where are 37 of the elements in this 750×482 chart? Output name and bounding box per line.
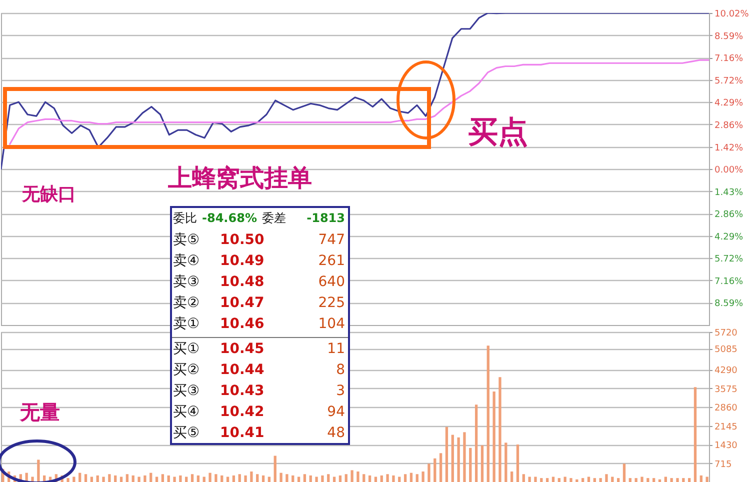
y-tick-label: 2860 xyxy=(714,404,738,414)
y-tick-label: 4290 xyxy=(714,366,738,376)
annotation: 上蜂窝式挂单 xyxy=(168,164,312,192)
y-tick-label: 2.86% xyxy=(714,120,744,131)
annotation: 无量 xyxy=(20,400,60,424)
text: 买④ 10.42 94 xyxy=(173,404,345,420)
text: 卖② 10.47 225 xyxy=(173,295,345,311)
y-tick-label: 7.16% xyxy=(714,54,744,64)
y-tick-label: 4.29% xyxy=(714,232,744,242)
y-tick-label: 5085 xyxy=(714,345,738,356)
text: 卖⑤ 10.50 747 xyxy=(173,232,345,248)
y-tick-label: 3575 xyxy=(714,384,738,395)
text: 买② 10.44 8 xyxy=(173,362,345,378)
text: 卖③ 10.48 640 xyxy=(173,274,345,290)
y-tick-label: 5.72% xyxy=(714,76,744,86)
y-tick-label: 1.43% xyxy=(714,188,744,198)
y-tick-label: 4.29% xyxy=(714,98,744,109)
annotation: 买点 xyxy=(468,115,528,150)
y-tick-label: 8.59% xyxy=(714,32,744,42)
text: 买⑤ 10.41 48 xyxy=(173,425,345,441)
y-tick-label: 8.59% xyxy=(714,299,744,310)
text: 卖① 10.46 104 xyxy=(173,316,345,332)
text: 买① 10.45 11 xyxy=(173,341,345,357)
y-tick-label: 7.16% xyxy=(714,276,744,287)
y-tick-label: 10.02% xyxy=(714,10,750,20)
y-tick-label: 715 xyxy=(714,460,732,470)
y-tick-label: 2.86% xyxy=(714,210,744,220)
y-tick-label: 5720 xyxy=(714,328,738,338)
text: 卖④ 10.49 261 xyxy=(173,253,345,269)
y-tick-label: 5.72% xyxy=(714,254,744,265)
y-tick-label: 0.00% xyxy=(714,166,744,176)
y-tick-label: 2145 xyxy=(714,422,738,432)
y-tick-label: 1430 xyxy=(714,441,738,451)
y-tick-label: 1.42% xyxy=(714,143,744,154)
text: 委比 -84.68% 委差 -1813 xyxy=(173,211,345,225)
annotation: 无缺口 xyxy=(22,184,76,205)
text: 买③ 10.43 3 xyxy=(173,383,345,399)
